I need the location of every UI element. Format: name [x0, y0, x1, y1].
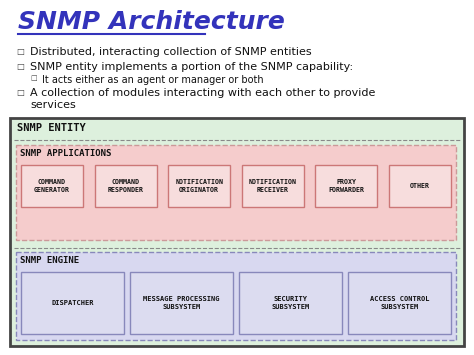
Text: SNMP Architecture: SNMP Architecture	[18, 10, 285, 34]
Text: SNMP APPLICATIONS: SNMP APPLICATIONS	[20, 149, 111, 158]
FancyBboxPatch shape	[16, 145, 456, 240]
Text: NOTIFICATION
RECEIVER: NOTIFICATION RECEIVER	[249, 179, 297, 193]
Text: A collection of modules interacting with each other to provide: A collection of modules interacting with…	[30, 88, 375, 98]
Text: SNMP ENGINE: SNMP ENGINE	[20, 256, 79, 265]
FancyBboxPatch shape	[95, 165, 156, 207]
Text: SNMP entity implements a portion of the SNMP capability:: SNMP entity implements a portion of the …	[30, 62, 353, 72]
FancyBboxPatch shape	[168, 165, 230, 207]
FancyBboxPatch shape	[242, 165, 304, 207]
Text: COMMAND
RESPONDER: COMMAND RESPONDER	[108, 179, 144, 193]
Text: NOTIFICATION
ORIGINATOR: NOTIFICATION ORIGINATOR	[175, 179, 223, 193]
FancyBboxPatch shape	[21, 165, 83, 207]
Text: □: □	[16, 62, 24, 71]
FancyBboxPatch shape	[239, 272, 342, 334]
FancyBboxPatch shape	[389, 165, 451, 207]
Text: Distributed, interacting collection of SNMP entities: Distributed, interacting collection of S…	[30, 47, 311, 57]
FancyBboxPatch shape	[10, 118, 464, 346]
Text: services: services	[30, 100, 76, 110]
FancyBboxPatch shape	[16, 252, 456, 340]
FancyBboxPatch shape	[348, 272, 451, 334]
Text: MESSAGE PROCESSING
SUBSYSTEM: MESSAGE PROCESSING SUBSYSTEM	[143, 296, 220, 310]
Text: PROXY
FORWARDER: PROXY FORWARDER	[328, 179, 365, 193]
Text: COMMAND
GENERATOR: COMMAND GENERATOR	[34, 179, 70, 193]
Text: SECURITY
SUBSYSTEM: SECURITY SUBSYSTEM	[272, 296, 310, 310]
Text: ACCESS CONTROL
SUBSYSTEM: ACCESS CONTROL SUBSYSTEM	[370, 296, 429, 310]
FancyBboxPatch shape	[130, 272, 233, 334]
Text: DISPATCHER: DISPATCHER	[51, 300, 94, 306]
Text: □: □	[16, 47, 24, 56]
FancyBboxPatch shape	[315, 165, 377, 207]
Text: □: □	[30, 75, 36, 81]
Text: It acts either as an agent or manager or both: It acts either as an agent or manager or…	[42, 75, 264, 85]
Text: OTHER: OTHER	[410, 183, 430, 189]
FancyBboxPatch shape	[21, 272, 124, 334]
Text: □: □	[16, 88, 24, 97]
Text: SNMP ENTITY: SNMP ENTITY	[17, 123, 86, 133]
